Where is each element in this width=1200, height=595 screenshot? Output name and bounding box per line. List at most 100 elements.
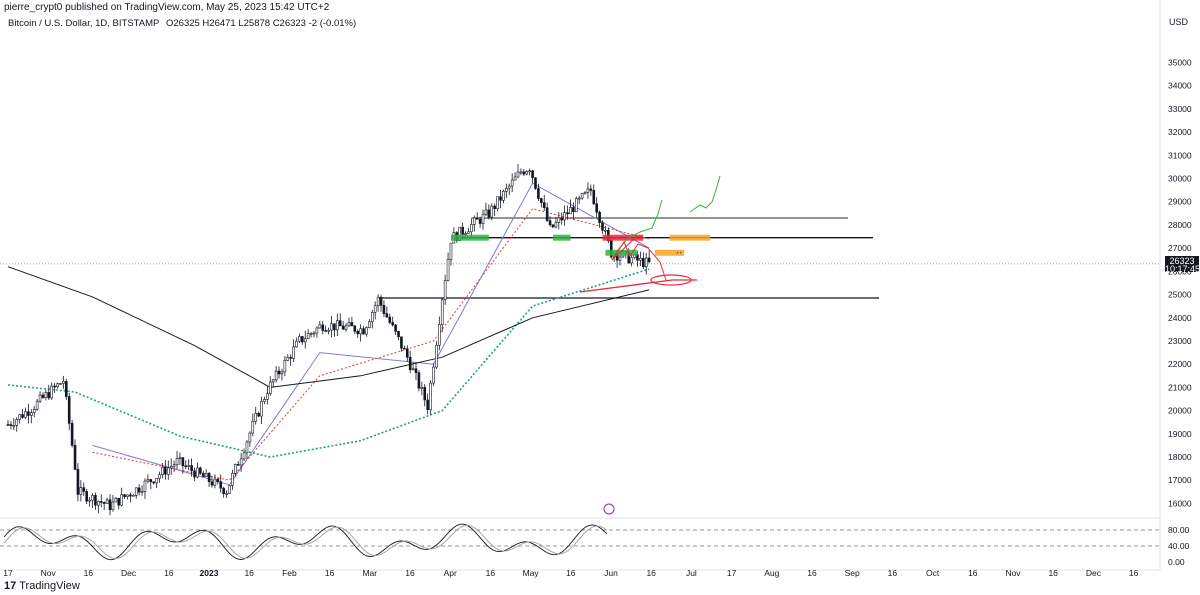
candle-body [6, 424, 10, 426]
x-tick-label: Jun [604, 568, 618, 578]
candle-body [30, 412, 33, 416]
candle-body [280, 371, 284, 375]
candle-body [464, 233, 467, 235]
candle-body [59, 383, 62, 385]
candle-body [548, 220, 552, 226]
candle-body [385, 313, 389, 318]
candle-body [505, 187, 508, 192]
candle-body [414, 368, 418, 373]
candle-body [496, 196, 499, 209]
candle-body [598, 211, 601, 224]
candle-body [470, 224, 473, 233]
candle-body [449, 242, 453, 260]
candle-body [446, 259, 450, 281]
stoch-k-line [3, 523, 608, 561]
ohlc-values: O26325 H26471 L25878 C26323 -2 (-0.01%) [165, 18, 357, 29]
x-tick-label: 16 [486, 568, 496, 578]
currency-label: USD [1169, 17, 1189, 27]
candle-body [161, 466, 164, 476]
zone-green [450, 234, 489, 241]
x-tick-label: 16 [1048, 568, 1058, 578]
y-tick-label: 28000 [1168, 220, 1192, 230]
candle-body [589, 188, 593, 191]
y-tick-label: 31000 [1168, 150, 1192, 160]
bearish-scenario-drawing [611, 240, 667, 281]
candle-body [440, 299, 444, 325]
candle-body [609, 240, 613, 258]
candle-body [108, 499, 112, 511]
candle-body [102, 502, 106, 504]
bearish-target-line [579, 279, 697, 293]
candle-body [327, 329, 330, 332]
last-price-value: 26323 [1169, 255, 1195, 266]
candle-body [475, 217, 479, 220]
x-tick-label: Feb [282, 568, 297, 578]
candle-body [129, 494, 132, 497]
candle-body [266, 393, 269, 400]
candle-body [513, 176, 517, 181]
candle-body [132, 495, 135, 497]
candle-body [350, 322, 354, 327]
candle-body [207, 473, 211, 482]
y-tick-label: 25000 [1168, 290, 1192, 300]
candle-body [429, 382, 432, 411]
stoch-d-line [3, 524, 608, 560]
x-tick-label: Nov [41, 568, 57, 578]
candle-body [522, 171, 526, 175]
oscillator-tick-label: 40.00 [1168, 541, 1190, 551]
candle-body [286, 357, 290, 361]
candle-body [382, 305, 386, 314]
candle-body [123, 494, 126, 497]
tradingview-footer[interactable]: 17 TradingView [4, 580, 80, 592]
candle-body [27, 411, 30, 416]
candle-body [38, 394, 42, 402]
candle-body [537, 188, 540, 199]
y-tick-label: 23000 [1168, 336, 1192, 346]
x-tick-label: Dec [1086, 568, 1102, 578]
candle-body [478, 218, 482, 224]
candle-body [117, 497, 121, 506]
candle-body [499, 196, 502, 201]
candle-body [472, 217, 476, 225]
candle-body [254, 413, 258, 422]
candle-body [143, 480, 147, 492]
candle-body [592, 190, 596, 205]
zone-orange [654, 249, 685, 256]
y-tick-label: 27000 [1168, 243, 1192, 253]
zone-green [552, 234, 571, 241]
candle-body [64, 381, 68, 397]
candle-body [405, 348, 409, 358]
candle-body [557, 217, 561, 223]
candle-body [461, 226, 464, 235]
candle-body [234, 464, 237, 474]
candle-body [178, 457, 182, 459]
candle-body [336, 320, 339, 331]
x-tick-label: 16 [244, 568, 254, 578]
y-tick-label: 35000 [1168, 57, 1192, 67]
candle-body [79, 487, 83, 495]
candle-body [516, 171, 520, 178]
candle-body [484, 209, 488, 215]
x-tick-label: 16 [164, 568, 174, 578]
candle-body [47, 392, 51, 399]
candle-body [341, 325, 345, 330]
x-tick-label: 16 [405, 568, 415, 578]
candle-body [493, 205, 496, 209]
x-tick-label: 16 [888, 568, 898, 578]
candle-body [563, 212, 566, 221]
candle-body [417, 372, 421, 389]
x-tick-label: Dec [121, 568, 137, 578]
candle-body [35, 400, 39, 410]
candle-body [359, 328, 362, 335]
candle-body [271, 379, 275, 383]
candle-body [239, 458, 243, 466]
candle-body [292, 346, 295, 359]
candle-body [577, 197, 581, 200]
x-tick-label: 16 [968, 568, 978, 578]
candle-body [618, 256, 622, 261]
candle-body [569, 207, 572, 215]
candle-body [257, 413, 260, 417]
candle-body [91, 495, 94, 501]
candle-body [642, 257, 645, 268]
